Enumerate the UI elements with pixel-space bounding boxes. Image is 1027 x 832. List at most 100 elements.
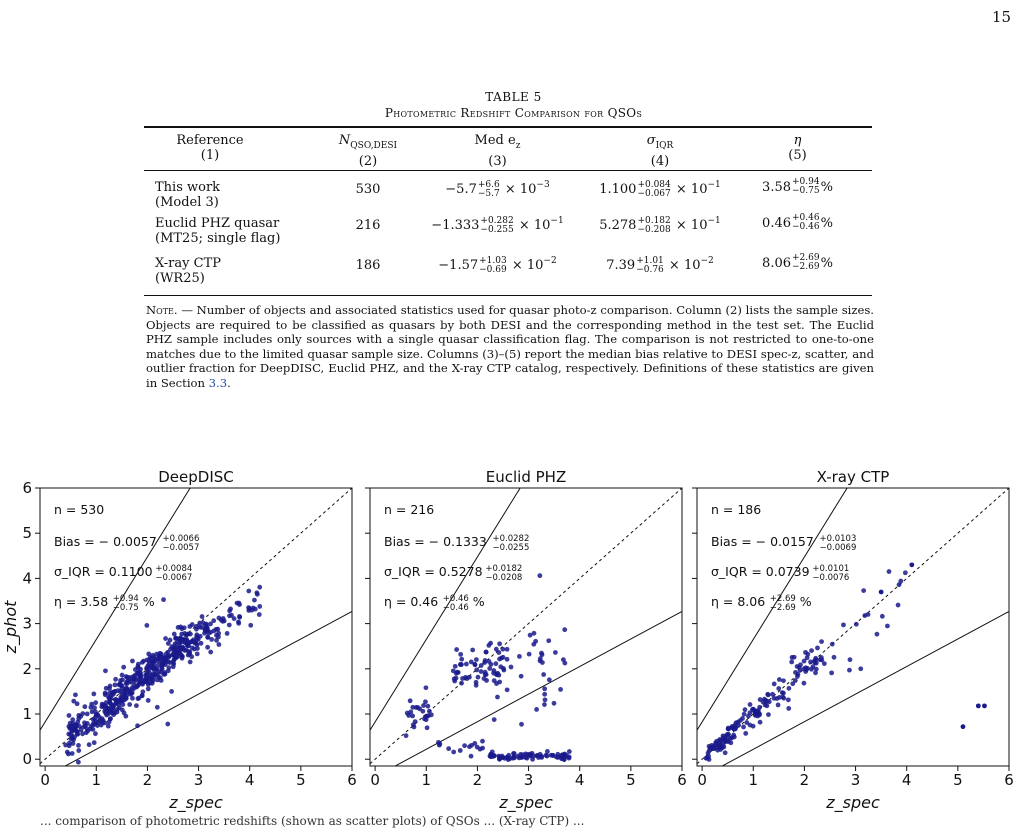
reference-citation: (MT25; single flag) (155, 231, 281, 246)
data-point (895, 602, 901, 608)
row-n-count: 186 (355, 258, 381, 273)
data-point (129, 685, 135, 691)
x-tick-label: 5 (953, 771, 963, 789)
data-point (750, 707, 755, 712)
data-point (530, 756, 535, 762)
data-point (853, 621, 859, 627)
data-point (722, 750, 728, 756)
data-point (410, 704, 416, 710)
value-errors: +6.6 −5.7 (477, 180, 500, 199)
value-base: 3.58 (762, 179, 791, 195)
data-point (741, 724, 746, 730)
data-point (793, 669, 798, 675)
data-point (542, 686, 548, 692)
x-tick-label: 6 (1004, 771, 1014, 789)
data-point (718, 747, 723, 752)
data-point (468, 753, 474, 759)
eta-value: 8.06 +2.69 −2.69% (762, 254, 833, 272)
data-point (847, 657, 853, 663)
data-point (124, 680, 130, 686)
data-point (474, 667, 480, 673)
header-name: N (338, 133, 351, 148)
data-point (105, 723, 111, 729)
data-point (189, 645, 195, 651)
value-lower-error: −5.7 (477, 188, 500, 199)
data-point (742, 707, 748, 713)
value-exponent: −1 (707, 216, 721, 226)
data-point (493, 646, 499, 652)
stat-annotation: η = 8.06 (711, 594, 765, 609)
value-base: 7.39 (606, 258, 636, 273)
data-point (499, 753, 505, 759)
data-point (169, 644, 175, 649)
data-point (472, 661, 478, 667)
data-point (78, 727, 84, 733)
data-point (459, 662, 464, 667)
y-tick-label: 3 (22, 615, 32, 633)
stat-annotation: n = 530 (54, 502, 104, 517)
data-point (145, 698, 151, 703)
data-point (426, 708, 432, 714)
stat-lower-error: −0.0076 (812, 573, 849, 583)
data-point (144, 673, 150, 679)
data-point (214, 637, 219, 643)
data-point (766, 699, 772, 705)
data-point (75, 759, 81, 765)
data-point (165, 668, 171, 674)
data-point (781, 678, 786, 684)
data-point (179, 626, 185, 632)
value-base: 1.100 (599, 182, 637, 197)
data-point (755, 711, 760, 717)
data-point (896, 582, 902, 588)
data-point (193, 626, 199, 632)
data-point (795, 674, 800, 679)
data-point (407, 698, 413, 704)
value-exponent-base: × 10 (671, 218, 708, 233)
y-tick-label: 4 (22, 569, 32, 587)
data-point (861, 588, 867, 593)
x-tick-label: 5 (626, 771, 636, 789)
data-point (829, 641, 835, 647)
value-lower-error: −0.46 (792, 222, 820, 232)
data-point (209, 637, 215, 642)
data-point (193, 637, 199, 643)
data-point (102, 690, 108, 696)
data-point (151, 659, 157, 665)
data-point (129, 674, 135, 680)
header-name: Med e (474, 133, 516, 148)
data-point (76, 743, 81, 748)
data-point (403, 733, 409, 739)
sigma-value: 5.278 +0.182 −0.208 × 10−1 (599, 216, 721, 235)
data-point (789, 655, 795, 660)
data-point (475, 674, 481, 680)
x-tick-label: 2 (473, 771, 483, 789)
value-exponent: −1 (707, 180, 721, 190)
data-point (152, 663, 158, 669)
data-point (121, 710, 127, 716)
data-point (743, 730, 749, 736)
data-point (113, 676, 119, 682)
data-point (186, 641, 192, 646)
data-point (497, 679, 503, 685)
data-point (135, 665, 141, 671)
data-point (208, 649, 214, 655)
data-point (257, 584, 263, 590)
value-lower-error: −0.208 (637, 224, 671, 235)
section-link[interactable]: 3.3 (208, 375, 228, 390)
data-point (780, 694, 786, 700)
y-tick-label: 1 (22, 705, 32, 723)
data-point (446, 746, 452, 752)
data-point (158, 678, 164, 683)
data-point (179, 653, 185, 659)
data-point (220, 616, 226, 621)
data-point (898, 578, 904, 584)
stat-annotation: σ_IQR = 0.1100 (54, 564, 153, 579)
value-base: 0.46 (762, 215, 791, 231)
outlier-boundary-upper (370, 488, 521, 731)
value-base: −5.7 (445, 182, 477, 197)
data-point (858, 666, 864, 672)
data-point (560, 752, 565, 758)
x-tick-label: 1 (421, 771, 431, 789)
y-tick-label: 0 (22, 750, 32, 768)
data-point (107, 696, 112, 701)
